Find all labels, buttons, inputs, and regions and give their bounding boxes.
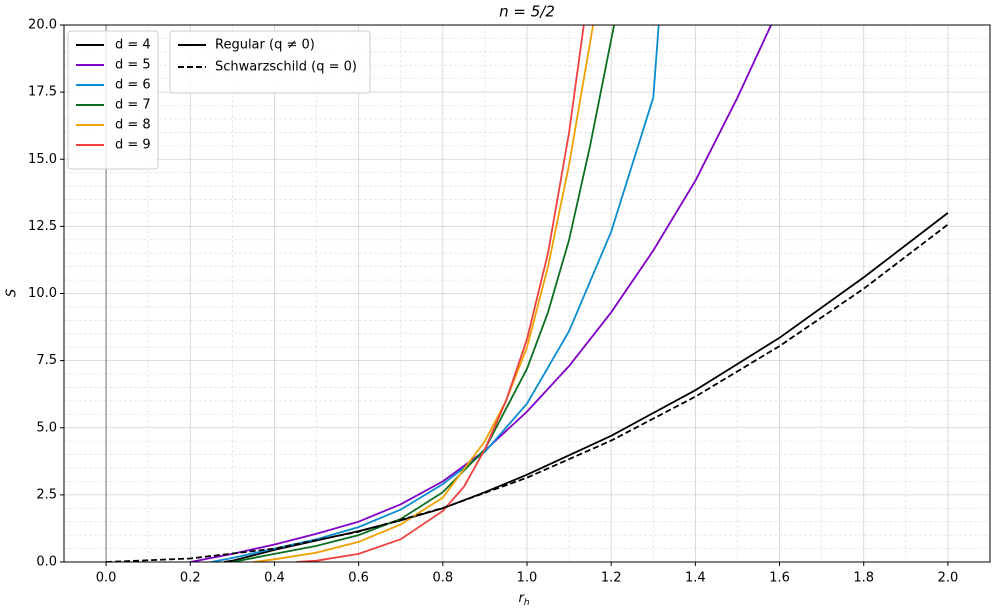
series-line: [253, 25, 594, 562]
y-tick-label: 2.5: [36, 487, 57, 502]
x-tick-label: 0.8: [432, 571, 453, 586]
x-tick-label: 1.6: [769, 571, 790, 586]
y-tick-label: 5.0: [36, 420, 57, 435]
y-tick-label: 0.0: [36, 555, 57, 570]
x-tick-label: 0.0: [96, 571, 117, 586]
legend-label: d = 8: [115, 118, 151, 133]
x-tick-label: 1.8: [853, 571, 874, 586]
legend-label: Schwarzschild (q = 0): [215, 60, 357, 75]
x-axis-label: rh: [518, 591, 529, 608]
legend-box: [169, 30, 371, 94]
series-line: [295, 25, 585, 562]
x-label-sub: h: [524, 598, 530, 608]
legend-label: d = 9: [115, 138, 151, 153]
x-tick-label: 2.0: [938, 571, 959, 586]
y-axis-label: S: [5, 289, 20, 297]
y-tick-label: 20.0: [28, 18, 57, 33]
x-tick-label: 0.2: [180, 571, 201, 586]
y-tick-label: 12.5: [28, 219, 57, 234]
x-tick-label: 0.4: [264, 571, 285, 586]
y-tick-label: 7.5: [36, 353, 57, 368]
legend-label: d = 4: [115, 38, 151, 53]
y-tick-label: 17.5: [28, 85, 57, 100]
chart-title: n = 5/2: [499, 3, 555, 21]
x-label-main: r: [518, 591, 525, 606]
series-line: [211, 25, 660, 562]
legend-label: Regular (q ≠ 0): [215, 38, 315, 53]
legend-label: d = 6: [115, 78, 151, 93]
series-line: [106, 223, 949, 562]
plot-frame: [63, 24, 991, 563]
y-tick-label: 10.0: [28, 286, 57, 301]
x-tick-label: 1.0: [517, 571, 538, 586]
legend-label: d = 7: [115, 98, 151, 113]
y-tick-label: 15.0: [28, 152, 57, 167]
x-tick-label: 1.4: [685, 571, 706, 586]
legend-label: d = 5: [115, 58, 151, 73]
x-tick-label: 1.2: [601, 571, 622, 586]
x-tick-label: 0.6: [348, 571, 369, 586]
